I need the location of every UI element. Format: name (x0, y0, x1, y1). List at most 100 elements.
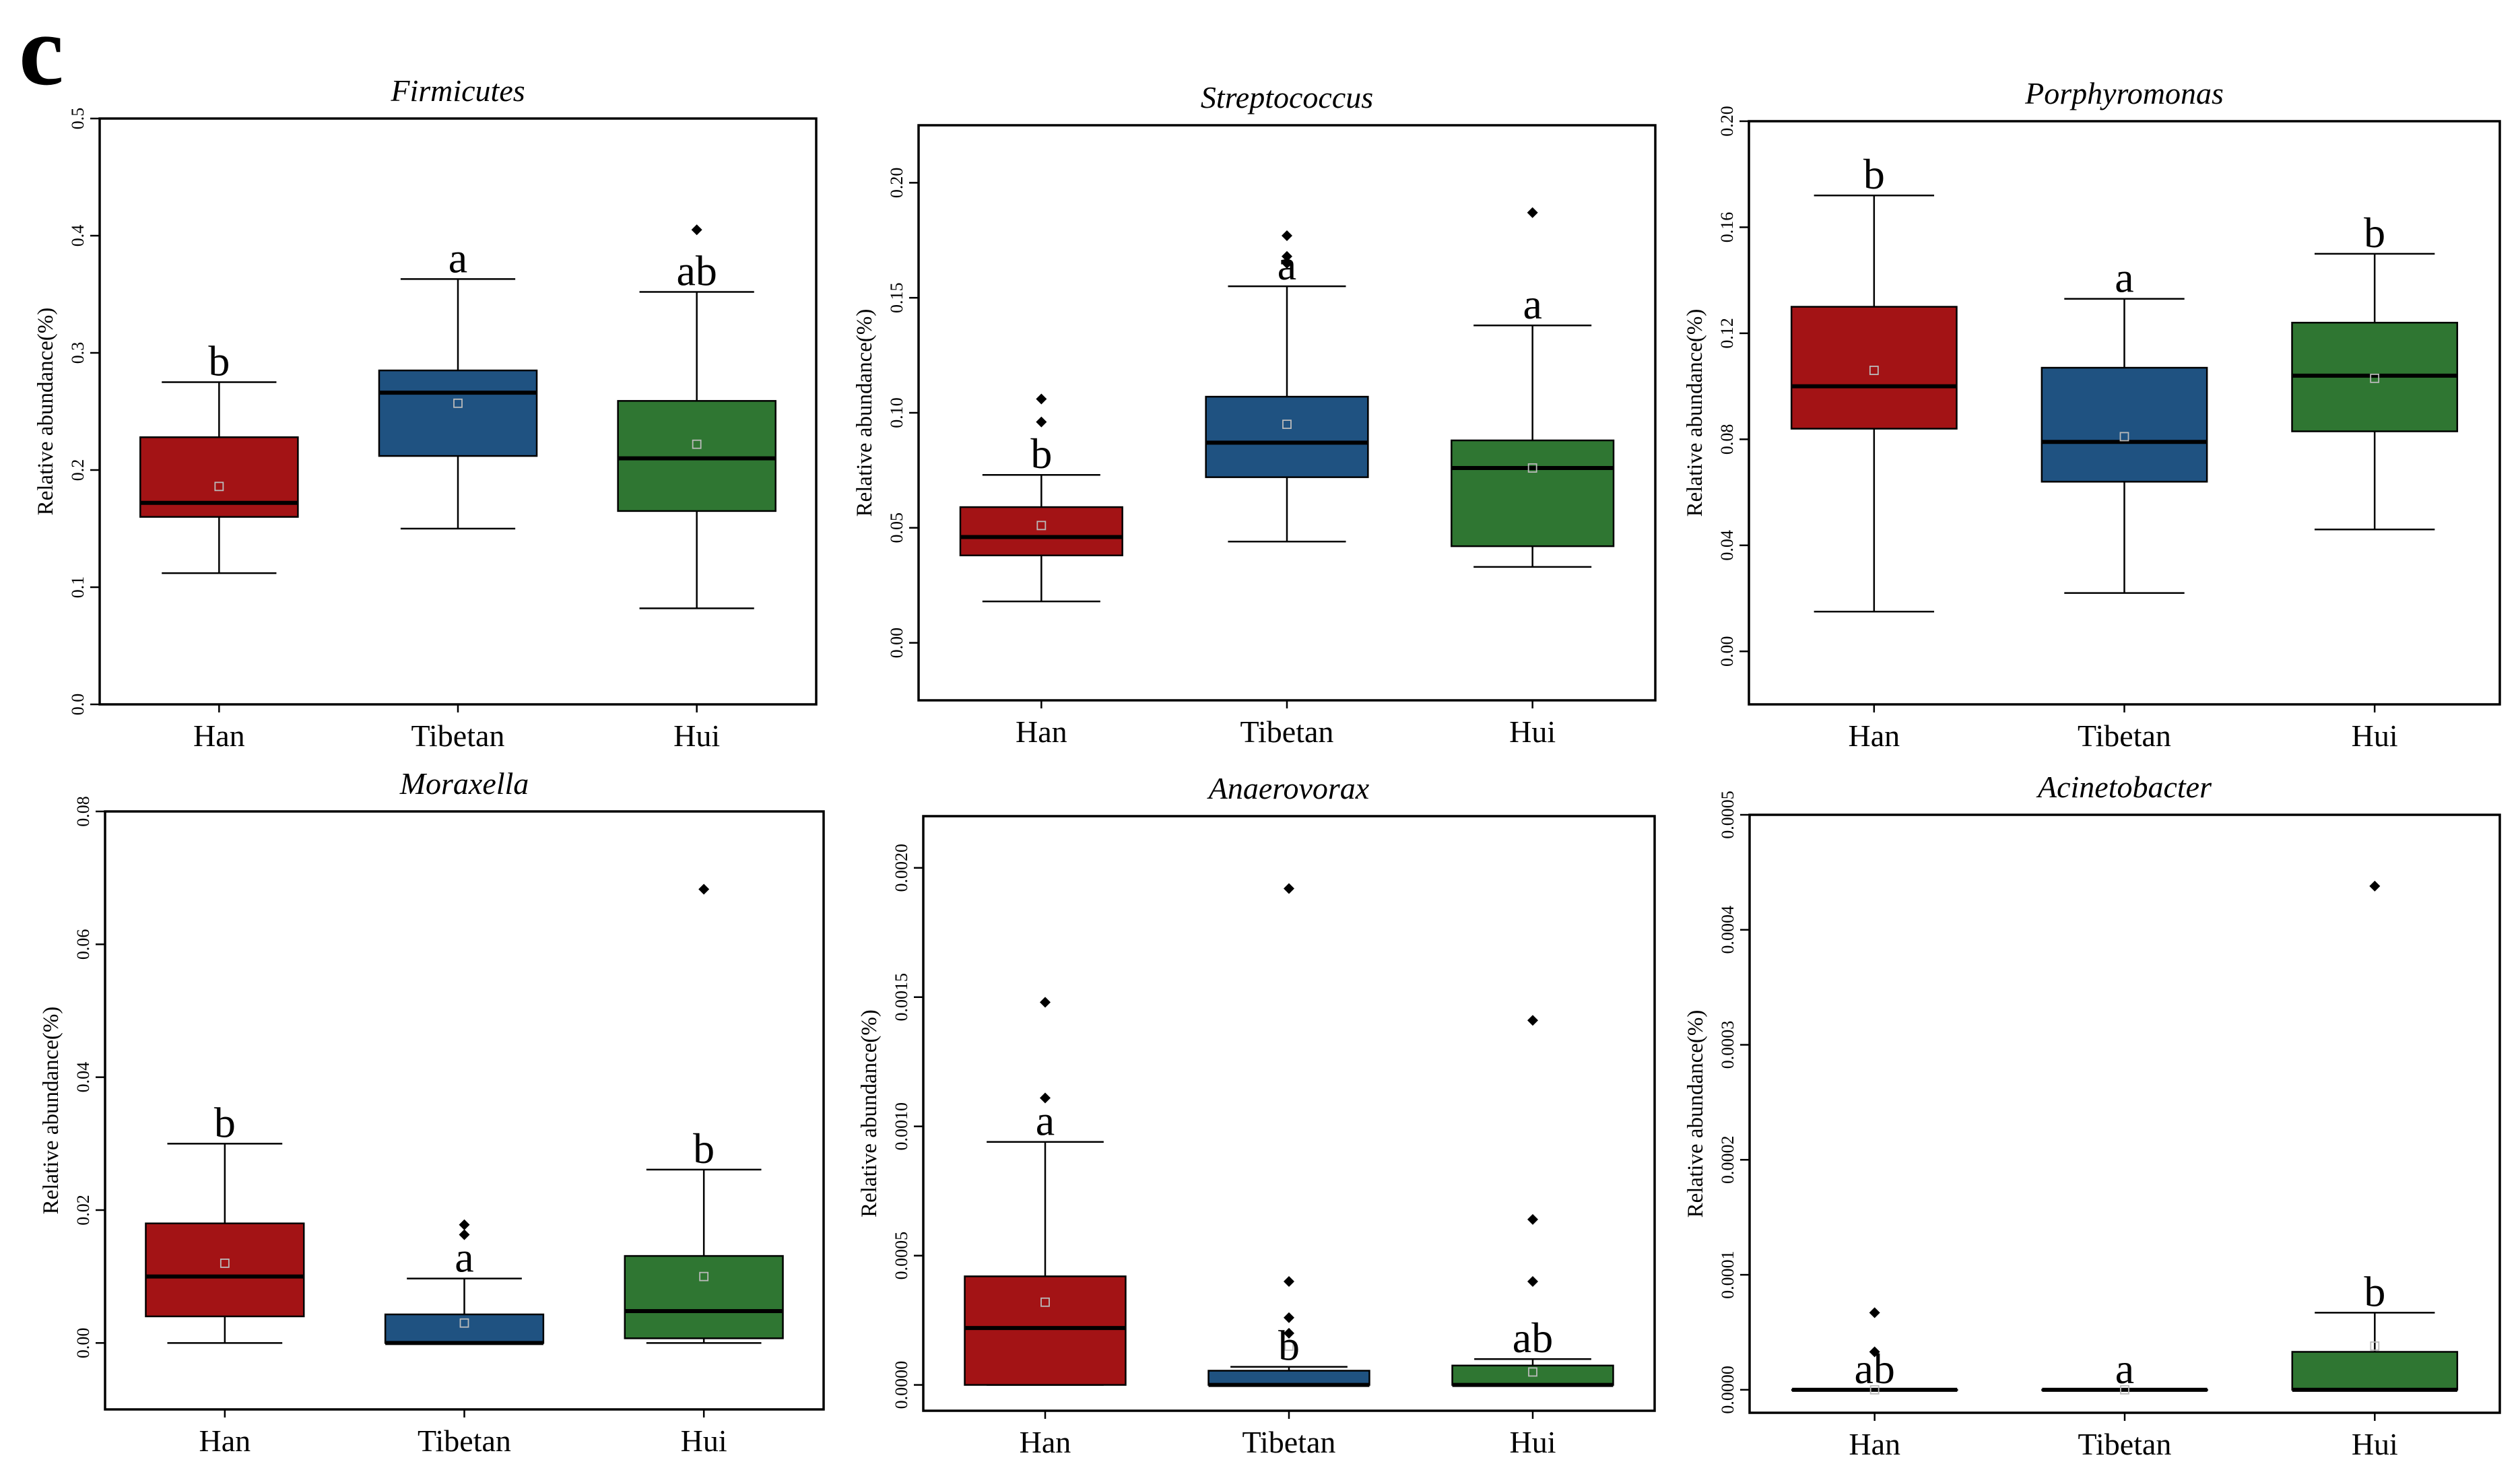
box-han: b (1790, 150, 1958, 613)
mean-marker (1869, 366, 1879, 375)
mean-marker (2120, 1384, 2129, 1395)
outlier-point (1284, 1312, 1294, 1323)
mean-marker (2370, 373, 2380, 383)
box-tibetan: a (384, 1219, 545, 1345)
mean-marker (699, 1271, 709, 1281)
outlier-point (1869, 1346, 1880, 1358)
box-hui: ab (617, 224, 776, 609)
box-tibetan: b (1207, 883, 1370, 1387)
significance-letter: b (1863, 150, 1885, 198)
box-hui: b (624, 883, 784, 1344)
y-tick-label: 0.0001 (1718, 1250, 1737, 1299)
y-tick-label: 0.0000 (892, 1361, 911, 1409)
iqr-box (1207, 1370, 1370, 1386)
iqr-box (378, 369, 538, 457)
panel-title: Streptococcus (1201, 80, 1373, 114)
outlier-point (1527, 1276, 1538, 1288)
y-tick-label: 0.0005 (892, 1232, 911, 1280)
box-han: ab (1791, 1307, 1958, 1395)
box-han: b (145, 1098, 305, 1344)
box-tibetan: a (2041, 254, 2208, 594)
x-tick-label: Han (1020, 1425, 1071, 1459)
boxplot-panel-1: Firmicutes Relative abundance(%) 0.0 0.1 0.2… (34, 73, 818, 753)
y-tick-label: 0.04 (73, 1062, 93, 1093)
mean-marker (2119, 432, 2129, 442)
y-tick-label: 0.0020 (892, 844, 911, 892)
x-tick-label: Hui (1510, 1425, 1556, 1459)
outlier-point (1527, 1213, 1538, 1225)
x-tick-label: Han (1849, 719, 1900, 753)
significance-letter: b (1278, 1322, 1300, 1370)
significance-letter: ab (1854, 1345, 1894, 1393)
y-tick-label: 0.00 (887, 628, 906, 659)
outlier-point (1036, 416, 1047, 428)
x-tick-label: Hui (2352, 1427, 2398, 1461)
y-axis-label: Relative abundance(%) (857, 1009, 882, 1217)
panel-title: Porphyromonas (2024, 76, 2224, 110)
y-tick-label: 0.05 (887, 512, 906, 543)
y-tick-label: 0.10 (887, 397, 906, 428)
iqr-box (1205, 395, 1369, 478)
y-tick-label: 0.2 (68, 459, 88, 481)
significance-letter: ab (676, 247, 717, 295)
mean-marker (459, 1318, 469, 1328)
y-tick-label: 0.4 (68, 225, 88, 247)
y-tick-label: 0.20 (887, 168, 906, 199)
x-tick-label: Hui (673, 719, 720, 753)
boxplot-panel-6: Acinetobacter Relative abundance(%) 0.0000… (1684, 770, 2501, 1461)
significance-letter: a (455, 1234, 473, 1281)
mean-marker (1528, 1367, 1537, 1377)
box-hui: b (2291, 880, 2459, 1392)
iqr-box (139, 436, 299, 518)
significance-letter: a (2115, 1345, 2134, 1393)
mean-marker (1527, 463, 1537, 473)
y-tick-label: 0.16 (1717, 212, 1737, 243)
y-tick-label: 0.0 (68, 694, 88, 716)
outlier-point (459, 1229, 470, 1240)
x-tick-label: Tibetan (1242, 1425, 1336, 1459)
significance-letter: a (2115, 254, 2133, 302)
outlier-point (1527, 1015, 1538, 1026)
y-tick-label: 0.0015 (892, 973, 911, 1022)
box-hui: b (2291, 209, 2459, 531)
iqr-box (617, 400, 776, 512)
boxplot-panel-5: Anaerovorax Relative abundance(%) 0.0000 0.… (857, 771, 1656, 1459)
y-tick-label: 0.0005 (1718, 791, 1737, 839)
box-han: b (959, 393, 1123, 603)
y-axis-label: Relative abundance(%) (34, 308, 58, 516)
outlier-point (1040, 997, 1051, 1008)
outlier-point (459, 1219, 470, 1230)
outlier-point (1284, 883, 1294, 894)
y-tick-label: 0.0000 (1718, 1366, 1737, 1414)
y-tick-label: 0.3 (68, 342, 88, 364)
x-tick-label: Han (199, 1424, 251, 1458)
box-tibetan: a (2041, 1345, 2208, 1395)
box-hui: a (1451, 207, 1615, 568)
iqr-box (2041, 366, 2208, 483)
box-tibetan: a (378, 234, 538, 530)
outlier-point (1284, 1327, 1294, 1339)
y-axis-label: Relative abundance(%) (1684, 1010, 1708, 1218)
boxplot-panel-4: Moraxella Relative abundance(%) 0.00 0.02 0.… (39, 766, 825, 1458)
box-han: b (139, 337, 299, 574)
significance-letter: b (214, 1098, 236, 1146)
outlier-point (1282, 257, 1292, 269)
y-tick-label: 0.0002 (1718, 1136, 1737, 1185)
iqr-box (964, 1275, 1127, 1386)
y-tick-label: 0.00 (73, 1328, 93, 1359)
panel-title: Anaerovorax (1207, 771, 1370, 805)
y-tick-label: 0.04 (1717, 530, 1737, 561)
panel-letter: c (19, 0, 64, 106)
plot-frame (1748, 813, 2501, 1414)
panel-title: Firmicutes (390, 73, 525, 108)
panel-title: Moraxella (399, 766, 529, 801)
significance-letter: a (1278, 241, 1296, 289)
significance-letter: b (2364, 1267, 2385, 1315)
boxplot-panel-2: Streptococcus Relative abundance(%) 0.00 0.… (853, 80, 1657, 749)
x-tick-label: Han (1849, 1427, 1900, 1461)
panel-title: Acinetobacter (2036, 770, 2212, 804)
x-tick-label: Hui (2352, 719, 2398, 753)
iqr-box (1451, 439, 1615, 547)
y-tick-label: 0.1 (68, 576, 88, 599)
significance-letter: b (208, 337, 230, 385)
